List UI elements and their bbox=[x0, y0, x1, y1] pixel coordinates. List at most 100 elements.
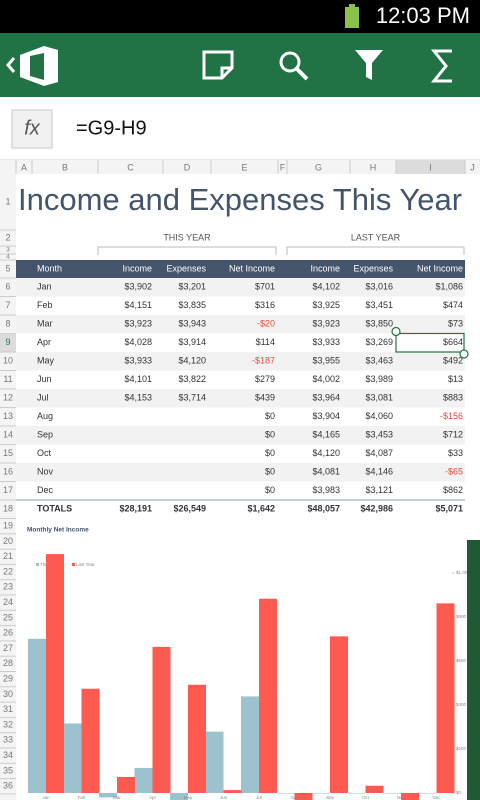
row-number: 2 bbox=[5, 232, 10, 242]
header-cell: Expenses bbox=[353, 263, 393, 273]
cell: $114 bbox=[256, 337, 275, 347]
bar bbox=[436, 603, 455, 793]
cell: $712 bbox=[443, 430, 463, 440]
selected-column-header bbox=[396, 160, 465, 174]
bar bbox=[117, 776, 135, 793]
cell: Jul bbox=[37, 393, 49, 403]
section-bracket bbox=[97, 246, 277, 255]
sheet-title: Income and Expenses This Year bbox=[18, 182, 462, 217]
clock: 12:03 PM bbox=[376, 3, 470, 28]
row-number: 21 bbox=[3, 551, 13, 561]
totals-cell: $28,191 bbox=[119, 504, 152, 514]
column-letter: C bbox=[127, 162, 134, 172]
cell: $4,101 bbox=[124, 374, 152, 384]
search-button[interactable] bbox=[279, 51, 309, 81]
row-number: 29 bbox=[3, 674, 13, 684]
cell: $13 bbox=[448, 374, 463, 384]
cell: $3,451 bbox=[365, 300, 393, 310]
cell: $4,081 bbox=[312, 467, 340, 477]
row-number: 3 bbox=[6, 248, 10, 254]
header-row bbox=[16, 260, 465, 278]
cell: $1,086 bbox=[435, 282, 463, 292]
row-number: 28 bbox=[3, 658, 13, 668]
toolbar bbox=[0, 33, 480, 97]
cell: Aug bbox=[37, 411, 53, 421]
row-band bbox=[16, 426, 465, 445]
cell: $3,923 bbox=[124, 319, 152, 329]
formula-text[interactable]: =G9-H9 bbox=[76, 117, 147, 139]
row-number: 14 bbox=[3, 430, 13, 440]
back-button[interactable] bbox=[6, 57, 16, 73]
cell: $3,983 bbox=[312, 485, 340, 495]
column-letter: G bbox=[315, 162, 322, 172]
fx-label: fx bbox=[24, 117, 41, 139]
cell: $3,016 bbox=[365, 282, 393, 292]
row-number: 20 bbox=[3, 536, 13, 546]
bar bbox=[152, 646, 171, 793]
battery-icon bbox=[345, 7, 359, 28]
row-number: 35 bbox=[3, 765, 13, 775]
cell: $3,835 bbox=[178, 300, 206, 310]
cell: $0 bbox=[265, 485, 275, 495]
bar bbox=[223, 790, 242, 793]
x-tick-label: May bbox=[184, 795, 193, 800]
section-label: THIS YEAR bbox=[163, 232, 211, 242]
x-tick-label: Mar bbox=[113, 795, 121, 800]
y-tick-label: $800 bbox=[456, 614, 467, 619]
cell: $0 bbox=[265, 448, 275, 458]
totals-cell: $1,642 bbox=[247, 504, 275, 514]
section-bracket bbox=[286, 246, 465, 255]
row-number: 13 bbox=[3, 411, 13, 421]
row-number: 19 bbox=[3, 521, 13, 531]
fx-button[interactable] bbox=[11, 109, 53, 149]
filter-button[interactable] bbox=[355, 50, 383, 80]
row-number: 10 bbox=[3, 356, 13, 366]
row-band bbox=[16, 389, 465, 408]
office-logo[interactable] bbox=[20, 46, 58, 86]
bar bbox=[365, 785, 384, 793]
bar bbox=[81, 688, 100, 793]
selection-handle bbox=[391, 326, 401, 337]
y-tick-label: $400 bbox=[456, 702, 467, 707]
bar bbox=[259, 598, 277, 793]
cell: $439 bbox=[255, 393, 275, 403]
cell: Jan bbox=[37, 282, 52, 292]
totals-cell: $42,986 bbox=[360, 504, 393, 514]
column-letter: A bbox=[21, 162, 27, 172]
legend-swatch bbox=[72, 563, 75, 566]
bar bbox=[418, 793, 437, 794]
cell: May bbox=[37, 356, 55, 366]
row-number: 15 bbox=[3, 448, 13, 458]
cell: -$65 bbox=[445, 467, 463, 477]
bar bbox=[170, 793, 188, 800]
row-number: 31 bbox=[3, 704, 13, 714]
row-band bbox=[16, 278, 465, 297]
comment-button[interactable] bbox=[202, 50, 234, 80]
cell: $3,943 bbox=[178, 319, 206, 329]
bar bbox=[330, 636, 348, 793]
row-number: 30 bbox=[3, 689, 13, 699]
cell: $3,714 bbox=[178, 393, 206, 403]
bar bbox=[347, 793, 366, 794]
header-cell: Expenses bbox=[166, 263, 206, 273]
sum-button[interactable] bbox=[430, 49, 452, 83]
cell: $3,463 bbox=[365, 356, 393, 366]
row-number: 1 bbox=[5, 196, 10, 206]
row-number: 11 bbox=[3, 374, 12, 384]
cell: $316 bbox=[255, 300, 275, 310]
header-cell: Net Income bbox=[229, 263, 275, 273]
section-label: LAST YEAR bbox=[351, 232, 401, 242]
bar bbox=[46, 554, 64, 793]
bar bbox=[188, 684, 206, 793]
bar bbox=[241, 696, 259, 793]
chart-edge bbox=[467, 540, 480, 800]
cell: $3,923 bbox=[312, 319, 340, 329]
cell: Sep bbox=[37, 430, 53, 440]
cell: $862 bbox=[443, 485, 463, 495]
status-bar bbox=[0, 0, 480, 33]
header-cell: Net Income bbox=[417, 263, 463, 273]
cell: $3,914 bbox=[178, 337, 206, 347]
row-band bbox=[16, 315, 465, 334]
x-tick-label: Feb bbox=[78, 795, 86, 800]
